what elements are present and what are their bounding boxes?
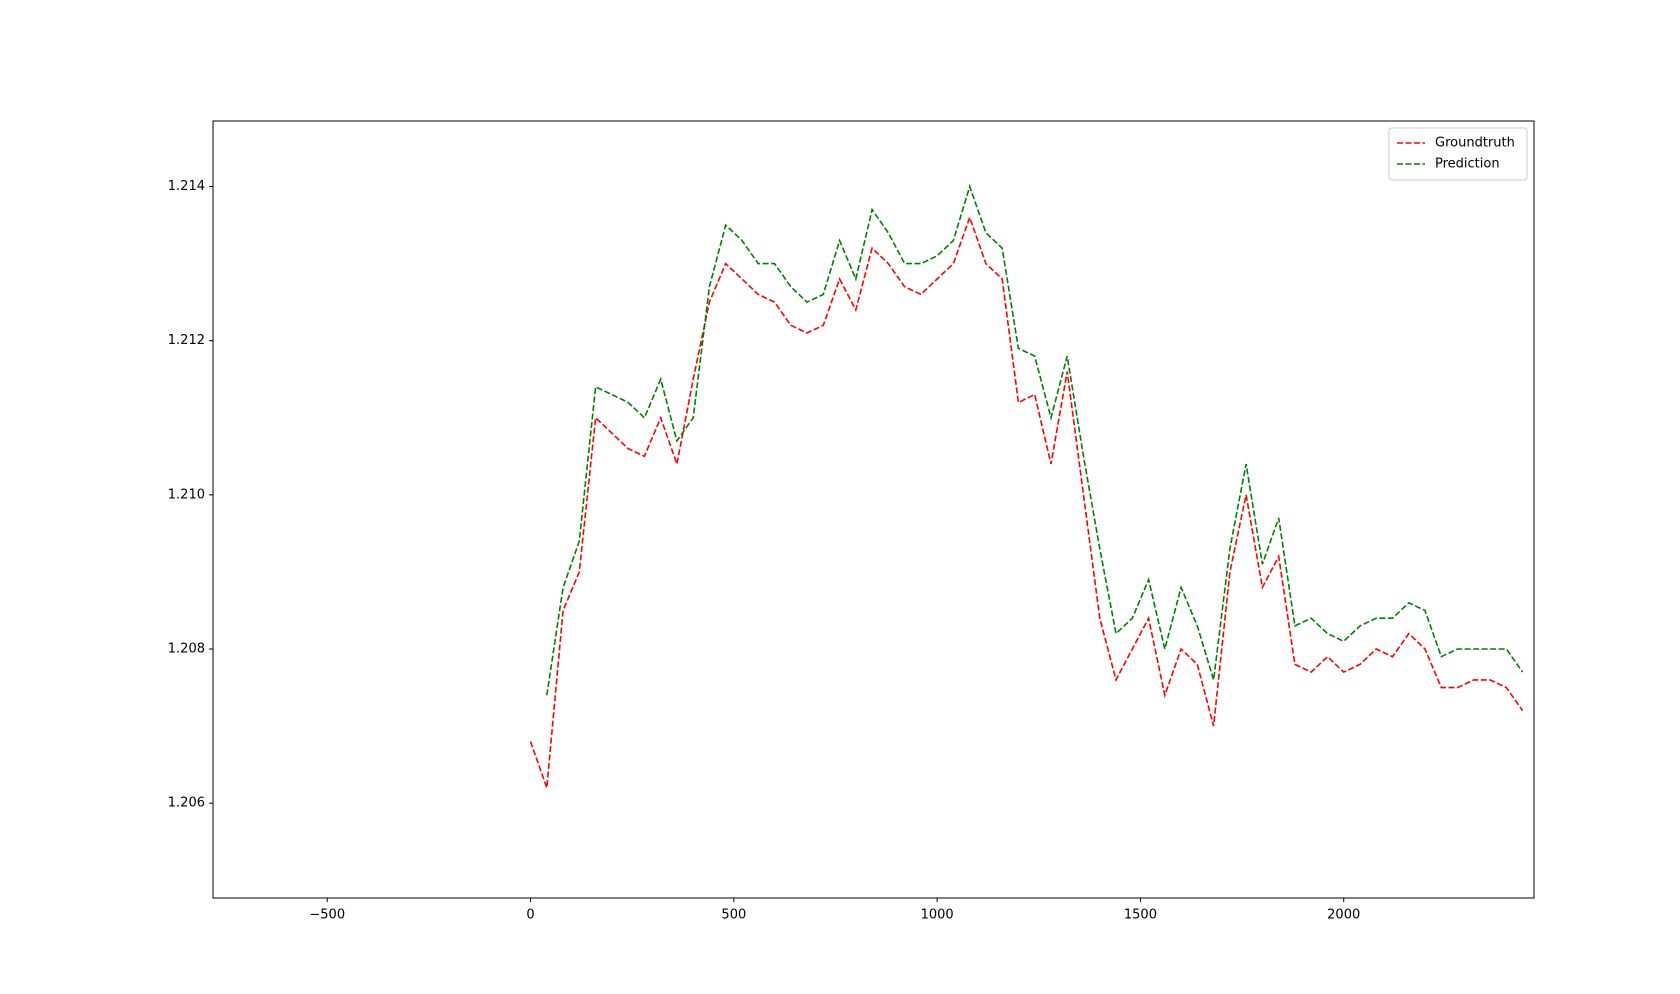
x-tick-label: 1500 bbox=[1124, 908, 1157, 923]
legend-box bbox=[1388, 127, 1528, 181]
x-tick-label: 0 bbox=[526, 908, 534, 923]
y-tick-label: 1.206 bbox=[168, 796, 205, 811]
y-tick-label: 1.210 bbox=[168, 487, 205, 502]
series-line bbox=[546, 183, 1524, 696]
x-tick-label: 2000 bbox=[1327, 908, 1360, 923]
x-tick-label: 500 bbox=[721, 908, 746, 923]
y-tick-label: 1.208 bbox=[168, 642, 205, 657]
series-line bbox=[529, 214, 1524, 789]
y-tick-label: 1.212 bbox=[168, 333, 205, 348]
x-tick-label: −500 bbox=[309, 908, 345, 923]
legend-label: Groundtruth bbox=[1435, 136, 1515, 151]
legend-label: Prediction bbox=[1435, 157, 1500, 172]
x-tick-label: 1000 bbox=[921, 908, 954, 923]
y-tick-label: 1.214 bbox=[168, 179, 205, 194]
plot-frame bbox=[212, 120, 1535, 899]
